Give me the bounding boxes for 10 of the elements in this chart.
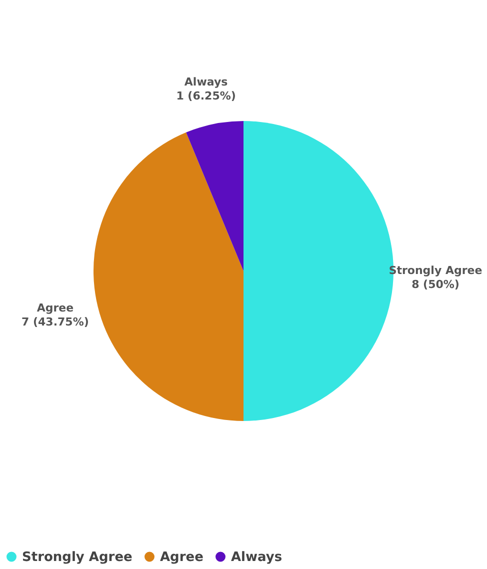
legend-label: Agree [160,550,204,565]
data-label: 1 (6.25%) [176,90,236,103]
legend-label: Strongly Agree [22,550,133,565]
data-label: 8 (50%) [412,278,460,291]
data-label: 7 (43.75%) [22,315,89,328]
legend-label: Always [231,550,282,565]
slice-label: Always [184,76,228,89]
slice-label: Agree [36,301,74,314]
pie-slice [94,132,244,421]
pie-slice [186,121,244,271]
